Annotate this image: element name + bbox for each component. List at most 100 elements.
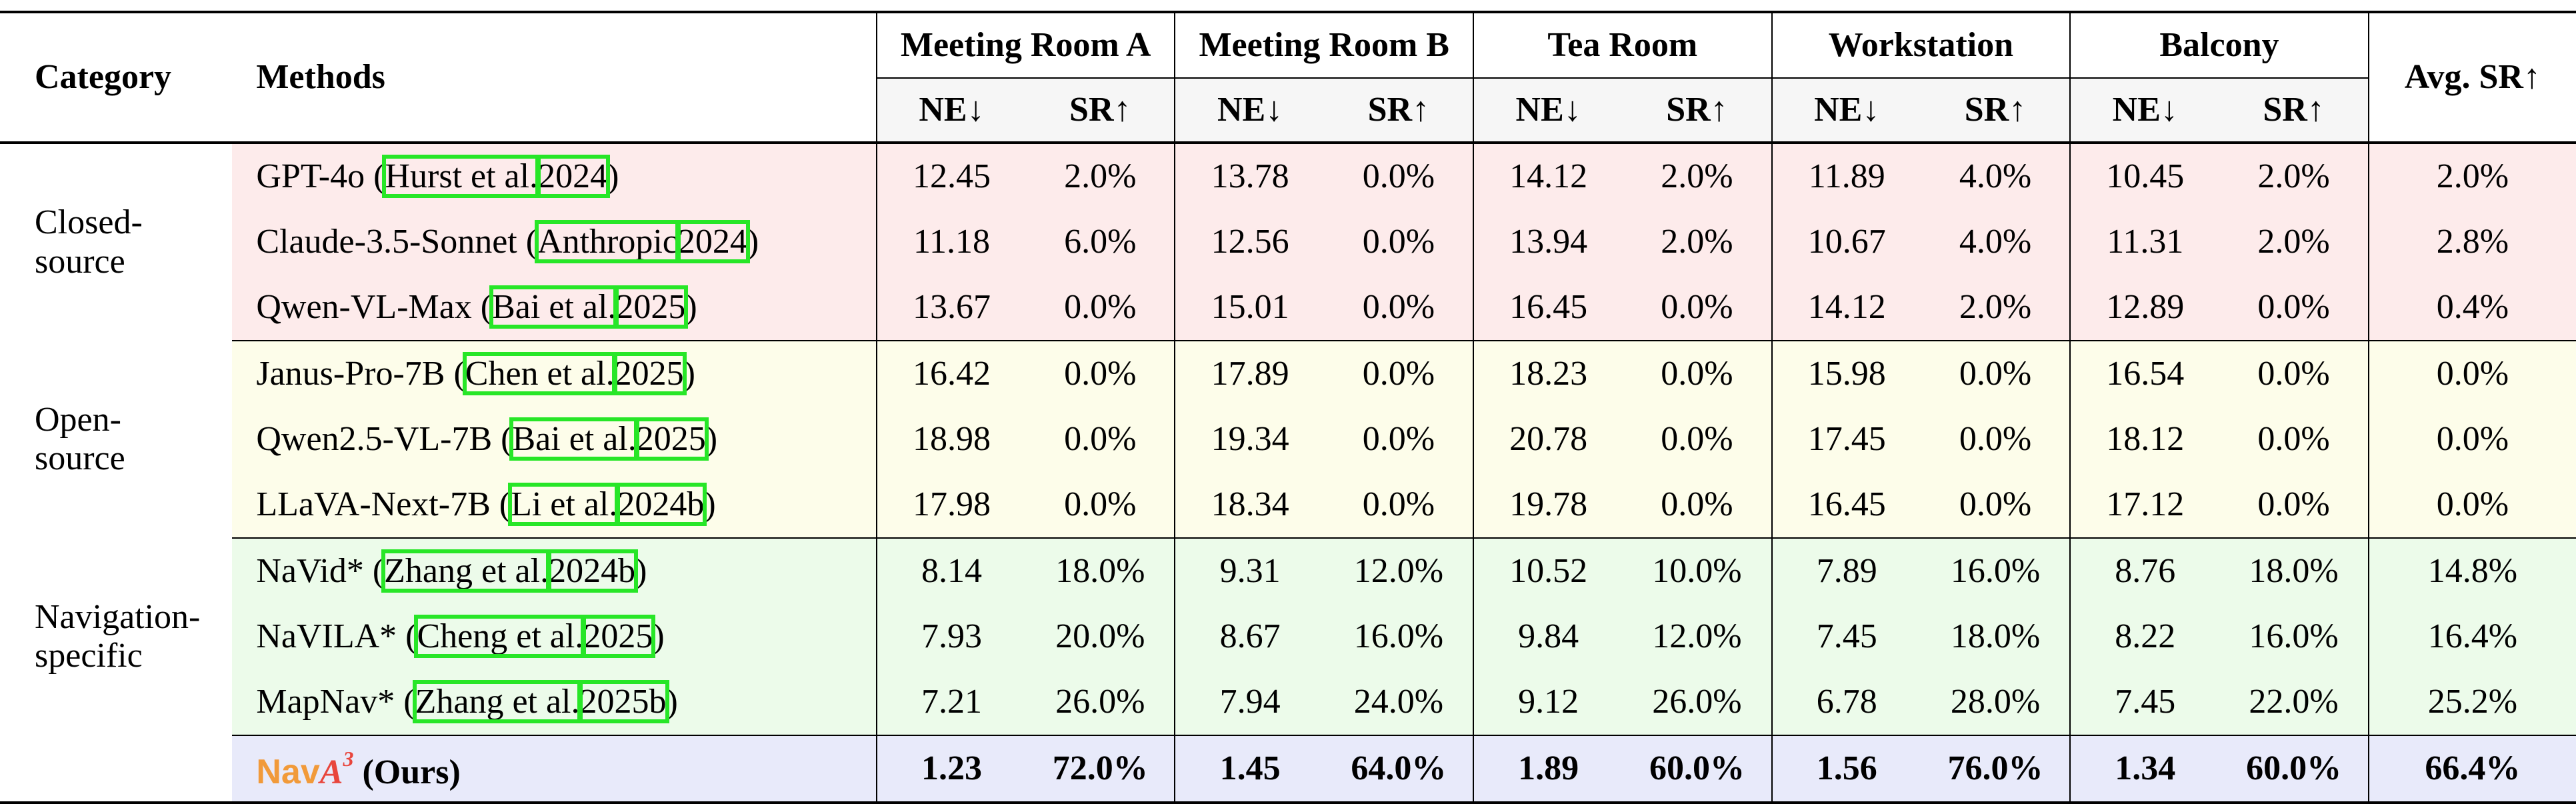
citation-author-link[interactable]: Bai et al.: [489, 285, 619, 329]
ne-header: NE↓: [1175, 78, 1325, 143]
method-name: NaVILA* (: [256, 617, 417, 655]
method-cell: NaVid* (Zhang et al.2024b): [232, 538, 877, 604]
citation-year-link[interactable]: 2024b: [615, 483, 707, 526]
ne-value: 18.23: [1473, 341, 1623, 407]
ne-value: 17.45: [1771, 407, 1921, 472]
ne-value: 7.89: [1771, 538, 1921, 604]
sr-value: 6.0%: [1026, 209, 1176, 275]
sr-header: SR↑: [1921, 78, 2071, 143]
avg-sr-value: 2.0%: [2368, 143, 2576, 209]
ne-value: 9.31: [1175, 538, 1325, 604]
citation-year-link[interactable]: 2024b: [546, 549, 639, 593]
category-cell: Closed-source: [0, 143, 233, 341]
sr-value: 0.0%: [1921, 472, 2071, 539]
sr-value: 0.0%: [1026, 472, 1176, 539]
ne-value: 16.45: [1771, 472, 1921, 539]
sr-value: 28.0%: [1921, 669, 2071, 736]
avg-sr-value: 0.0%: [2368, 472, 2576, 539]
category-cell: Navigation-specific: [0, 538, 233, 735]
sr-value: 0.0%: [2219, 341, 2369, 407]
ne-header: NE↓: [876, 78, 1027, 143]
ne-value: 17.12: [2070, 472, 2220, 539]
sr-value: 4.0%: [1921, 143, 2071, 209]
sr-value: 16.0%: [2219, 604, 2369, 669]
category-label: Open-: [35, 400, 121, 439]
method-cell: Qwen-VL-Max (Bai et al.2025): [232, 275, 877, 341]
ne-header: NE↓: [2070, 78, 2220, 143]
sr-value: 0.0%: [1623, 472, 1773, 539]
sr-value: 0.0%: [1324, 407, 1475, 472]
sr-value: 0.0%: [1324, 209, 1475, 275]
ne-value: 13.78: [1175, 143, 1325, 209]
citation-author-link[interactable]: Zhang et al.: [381, 549, 552, 593]
citation-author-link[interactable]: Chen et al.: [462, 352, 617, 395]
method-cell: Qwen2.5-VL-7B (Bai et al.2025): [232, 407, 877, 472]
room-header-workstation: Workstation: [1771, 12, 2071, 79]
sr-value: 18.0%: [1026, 538, 1176, 604]
citation-author-link[interactable]: Hurst et al.: [382, 155, 541, 198]
sr-value: 0.0%: [1324, 472, 1475, 539]
citation-author-link[interactable]: Zhang et al.: [412, 680, 583, 723]
citation-author-link[interactable]: Cheng et al.: [414, 615, 587, 658]
method-name: GPT-4o (: [256, 157, 385, 195]
methods-header: Methods: [232, 12, 877, 144]
sr-value: 2.0%: [1623, 143, 1773, 209]
citation-year-link[interactable]: 2025: [633, 417, 709, 461]
category-cell: Open-source: [0, 341, 233, 538]
citation-year-link[interactable]: 2024: [535, 155, 611, 198]
sr-value: 0.0%: [2219, 472, 2369, 539]
sr-value: 60.0%: [1623, 735, 1773, 803]
ne-value: 11.31: [2070, 209, 2220, 275]
results-body: Closed-source GPT-4o (Hurst et al.2024) 12…: [0, 143, 2576, 803]
table-row: Closed-source GPT-4o (Hurst et al.2024) 12…: [0, 143, 2576, 341]
sr-value: 2.0%: [2219, 209, 2369, 275]
sr-value: 20.0%: [1026, 604, 1176, 669]
citation-year-link[interactable]: 2024: [675, 220, 750, 263]
ne-value: 7.94: [1175, 669, 1325, 736]
avg-sr-value: 66.4%: [2368, 735, 2576, 803]
ne-value: 11.89: [1771, 143, 1921, 209]
citation-author-link[interactable]: Li et al.: [508, 483, 621, 526]
ne-value: 12.45: [876, 143, 1027, 209]
avg-sr-value: 25.2%: [2368, 669, 2576, 736]
table-row: NaVILA* (Cheng et al.2025) 7.93 20.0% 8.67 1…: [0, 604, 2576, 669]
citation-author-link[interactable]: Anthropic: [535, 220, 681, 263]
ne-value: 7.21: [876, 669, 1027, 736]
sr-value: 0.0%: [1324, 275, 1475, 341]
ne-value: 18.12: [2070, 407, 2220, 472]
ne-value: 6.78: [1771, 669, 1921, 736]
category-cell-empty: [0, 735, 233, 803]
method-name: MapNav* (: [256, 683, 415, 721]
sr-value: 0.0%: [1324, 341, 1475, 407]
method-name-close: ): [683, 355, 695, 393]
citation-author-link[interactable]: Bai et al.: [509, 417, 639, 461]
nava3-nav-text: Nav: [256, 752, 320, 791]
citation-year-link[interactable]: 2025b: [577, 680, 669, 723]
method-cell: Janus-Pro-7B (Chen et al.2025): [232, 341, 877, 407]
sr-value: 0.0%: [1623, 341, 1773, 407]
table-row: Qwen2.5-VL-7B (Bai et al.2025) 18.98 0.0% 1…: [0, 407, 2576, 472]
method-name-close: ): [635, 552, 647, 590]
method-name: Claude-3.5-Sonnet (: [256, 223, 538, 261]
category-label: specific: [35, 637, 143, 675]
sr-value: 0.0%: [1026, 275, 1176, 341]
nava3-a: A: [319, 753, 343, 791]
method-name-close: ): [653, 617, 665, 655]
ne-value: 18.98: [876, 407, 1027, 472]
room-header-meeting-a: Meeting Room A: [876, 12, 1176, 79]
ne-value: 13.94: [1473, 209, 1623, 275]
sr-value: 0.0%: [1324, 143, 1475, 209]
ne-value: 20.78: [1473, 407, 1623, 472]
method-cell: Claude-3.5-Sonnet (Anthropic2024): [232, 209, 877, 275]
sr-value: 16.0%: [1324, 604, 1475, 669]
method-name: Janus-Pro-7B (: [256, 355, 465, 393]
ne-value: 1.56: [1771, 735, 1921, 803]
sr-value: 18.0%: [1921, 604, 2071, 669]
citation-year-link[interactable]: 2025: [613, 285, 689, 329]
citation-year-link[interactable]: 2025: [611, 352, 687, 395]
ne-header: NE↓: [1771, 78, 1921, 143]
citation-year-link[interactable]: 2025: [581, 615, 656, 658]
avg-sr-value: 2.8%: [2368, 209, 2576, 275]
avg-sr-header: Avg. SR↑: [2368, 12, 2576, 144]
table-row: Claude-3.5-Sonnet (Anthropic2024) 11.18 6.…: [0, 209, 2576, 275]
